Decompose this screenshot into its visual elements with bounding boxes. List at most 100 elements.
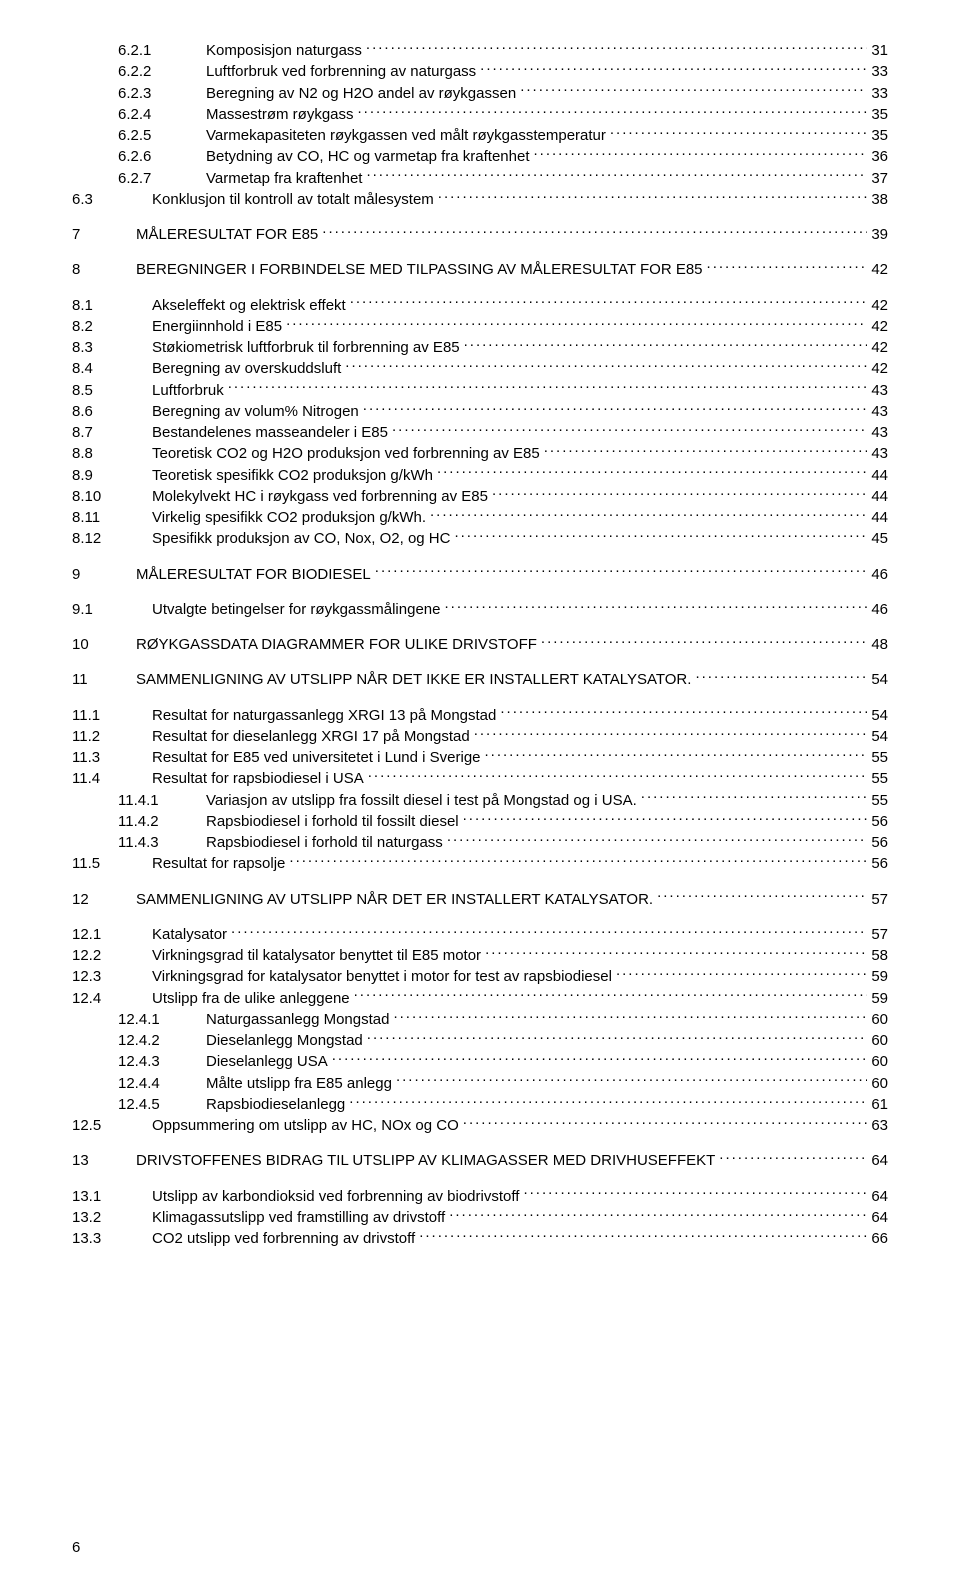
toc-dot-leader <box>322 224 867 239</box>
toc-entry-number: 6.2.2 <box>118 62 206 82</box>
toc-entry: 10RØYKGASSDATA DIAGRAMMER FOR ULIKE DRIV… <box>72 634 888 655</box>
toc-dot-leader <box>231 924 867 939</box>
toc-dot-leader <box>480 61 867 76</box>
toc-entry-number: 6.2.3 <box>118 84 206 104</box>
toc-entry-page: 55 <box>867 748 888 768</box>
toc-entry-number: 8 <box>72 260 136 280</box>
toc-entry: 9MÅLERESULTAT FOR BIODIESEL 46 <box>72 564 888 585</box>
toc-entry-number: 8.11 <box>72 508 152 528</box>
toc-entry-title: Virkningsgrad for katalysator benyttet i… <box>152 967 616 987</box>
toc-entry-number: 12.3 <box>72 967 152 987</box>
toc-entry-page: 64 <box>867 1187 888 1207</box>
toc-entry-title: Resultat for naturgassanlegg XRGI 13 på … <box>152 706 500 726</box>
toc-entry-number: 8.10 <box>72 487 152 507</box>
toc-entry: 13.3CO2 utslipp ved forbrenning av drivs… <box>72 1228 888 1249</box>
toc-entry-title: DRIVSTOFFENES BIDRAG TIL UTSLIPP AV KLIM… <box>136 1151 719 1171</box>
toc-spacer <box>72 245 888 259</box>
toc-entry: 8.3Støkiometrisk luftforbruk til forbren… <box>72 337 888 358</box>
toc-entry-page: 58 <box>867 946 888 966</box>
toc-entry-number: 6.2.4 <box>118 105 206 125</box>
toc-spacer <box>72 1136 888 1150</box>
toc-entry: 6.2.7Varmetap fra kraftenhet 37 <box>72 168 888 189</box>
toc-entry-number: 8.9 <box>72 466 152 486</box>
toc-entry-title: CO2 utslipp ved forbrenning av drivstoff <box>152 1229 419 1249</box>
toc-entry-page: 57 <box>867 925 888 945</box>
toc-entry-title: Dieselanlegg Mongstad <box>206 1031 367 1051</box>
toc-entry: 6.3Konklusjon til kontroll av totalt mål… <box>72 189 888 210</box>
toc-dot-leader <box>520 83 867 98</box>
toc-entry: 8.9Teoretisk spesifikk CO2 produksjon g/… <box>72 465 888 486</box>
toc-entry-page: 31 <box>867 41 888 61</box>
toc-entry-number: 13.1 <box>72 1187 152 1207</box>
toc-dot-leader <box>454 528 867 543</box>
toc-entry-number: 12.2 <box>72 946 152 966</box>
toc-entry-title: Beregning av N2 og H2O andel av røykgass… <box>206 84 520 104</box>
toc-entry: 8.12Spesifikk produksjon av CO, Nox, O2,… <box>72 528 888 549</box>
toc-entry-page: 59 <box>867 989 888 1009</box>
toc-entry-number: 6.2.1 <box>118 41 206 61</box>
toc-entry: 8.5Luftforbruk 43 <box>72 380 888 401</box>
toc-entry-number: 12.4.2 <box>118 1031 206 1051</box>
toc-entry: 12SAMMENLIGNING AV UTSLIPP NÅR DET ER IN… <box>72 889 888 910</box>
toc-dot-leader <box>367 1030 868 1045</box>
toc-dot-leader <box>392 422 867 437</box>
page-number-footer: 6 <box>72 1538 80 1558</box>
toc-entry: 12.4.3Dieselanlegg USA 60 <box>72 1051 888 1072</box>
toc-entry-page: 60 <box>867 1052 888 1072</box>
toc-dot-leader <box>695 669 867 684</box>
toc-entry-title: Naturgassanlegg Mongstad <box>206 1010 393 1030</box>
toc-dot-leader <box>419 1228 867 1243</box>
toc-entry: 8.4Beregning av overskuddsluft 42 <box>72 358 888 379</box>
toc-dot-leader <box>541 634 867 649</box>
toc-dot-leader <box>345 358 867 373</box>
toc-entry-title: Utslipp fra de ulike anleggene <box>152 989 354 1009</box>
toc-entry-number: 8.2 <box>72 317 152 337</box>
toc-entry: 8.2Energiinnhold i E85 42 <box>72 316 888 337</box>
toc-entry-title: Massestrøm røykgass <box>206 105 358 125</box>
toc-entry-page: 55 <box>867 791 888 811</box>
toc-entry-page: 61 <box>867 1095 888 1115</box>
toc-entry-title: Støkiometrisk luftforbruk til forbrennin… <box>152 338 464 358</box>
toc-entry-number: 6.2.6 <box>118 147 206 167</box>
toc-entry-title: Variasjon av utslipp fra fossilt diesel … <box>206 791 641 811</box>
toc-entry: 8BEREGNINGER I FORBINDELSE MED TILPASSIN… <box>72 259 888 280</box>
toc-entry-title: Resultat for E85 ved universitetet i Lun… <box>152 748 485 768</box>
toc-entry-title: Luftforbruk ved forbrenning av naturgass <box>206 62 480 82</box>
toc-entry-title: Teoretisk CO2 og H2O produksjon ved forb… <box>152 444 544 464</box>
toc-entry: 12.4.4Målte utslipp fra E85 anlegg 60 <box>72 1073 888 1094</box>
toc-entry-number: 9 <box>72 565 136 585</box>
toc-entry-title: Katalysator <box>152 925 231 945</box>
toc-entry-page: 56 <box>867 854 888 874</box>
toc-dot-leader <box>657 889 867 904</box>
toc-dot-leader <box>474 726 868 741</box>
toc-entry-page: 46 <box>867 600 888 620</box>
toc-entry-number: 6.3 <box>72 190 152 210</box>
toc-dot-leader <box>437 465 867 480</box>
toc-dot-leader <box>719 1150 867 1165</box>
toc-entry-page: 33 <box>867 84 888 104</box>
toc-spacer <box>72 875 888 889</box>
toc-entry: 6.2.2Luftforbruk ved forbrenning av natu… <box>72 61 888 82</box>
toc-entry-number: 12.4.5 <box>118 1095 206 1115</box>
toc-entry-title: Resultat for dieselanlegg XRGI 17 på Mon… <box>152 727 474 747</box>
toc-entry-number: 11.4.1 <box>118 791 206 811</box>
toc-entry-number: 12.5 <box>72 1116 152 1136</box>
toc-entry: 12.3Virkningsgrad for katalysator benytt… <box>72 966 888 987</box>
toc-entry: 6.2.4Massestrøm røykgass 35 <box>72 104 888 125</box>
toc-entry-title: Bestandelenes masseandeler i E85 <box>152 423 392 443</box>
toc-entry-page: 56 <box>867 833 888 853</box>
toc-entry-title: Målte utslipp fra E85 anlegg <box>206 1074 396 1094</box>
toc-entry-title: BEREGNINGER I FORBINDELSE MED TILPASSING… <box>136 260 707 280</box>
toc-entry-title: Varmetap fra kraftenhet <box>206 169 366 189</box>
toc-entry: 8.7Bestandelenes masseandeler i E85 43 <box>72 422 888 443</box>
toc-entry-page: 42 <box>867 260 888 280</box>
toc-dot-leader <box>366 168 867 183</box>
toc-dot-leader <box>393 1009 867 1024</box>
toc-entry: 12.2Virkningsgrad til katalysator benytt… <box>72 945 888 966</box>
toc-entry-number: 13.2 <box>72 1208 152 1228</box>
toc-entry-page: 43 <box>867 381 888 401</box>
toc-entry-page: 60 <box>867 1010 888 1030</box>
toc-dot-leader <box>449 1207 867 1222</box>
toc-dot-leader <box>332 1051 868 1066</box>
toc-dot-leader <box>534 146 868 161</box>
